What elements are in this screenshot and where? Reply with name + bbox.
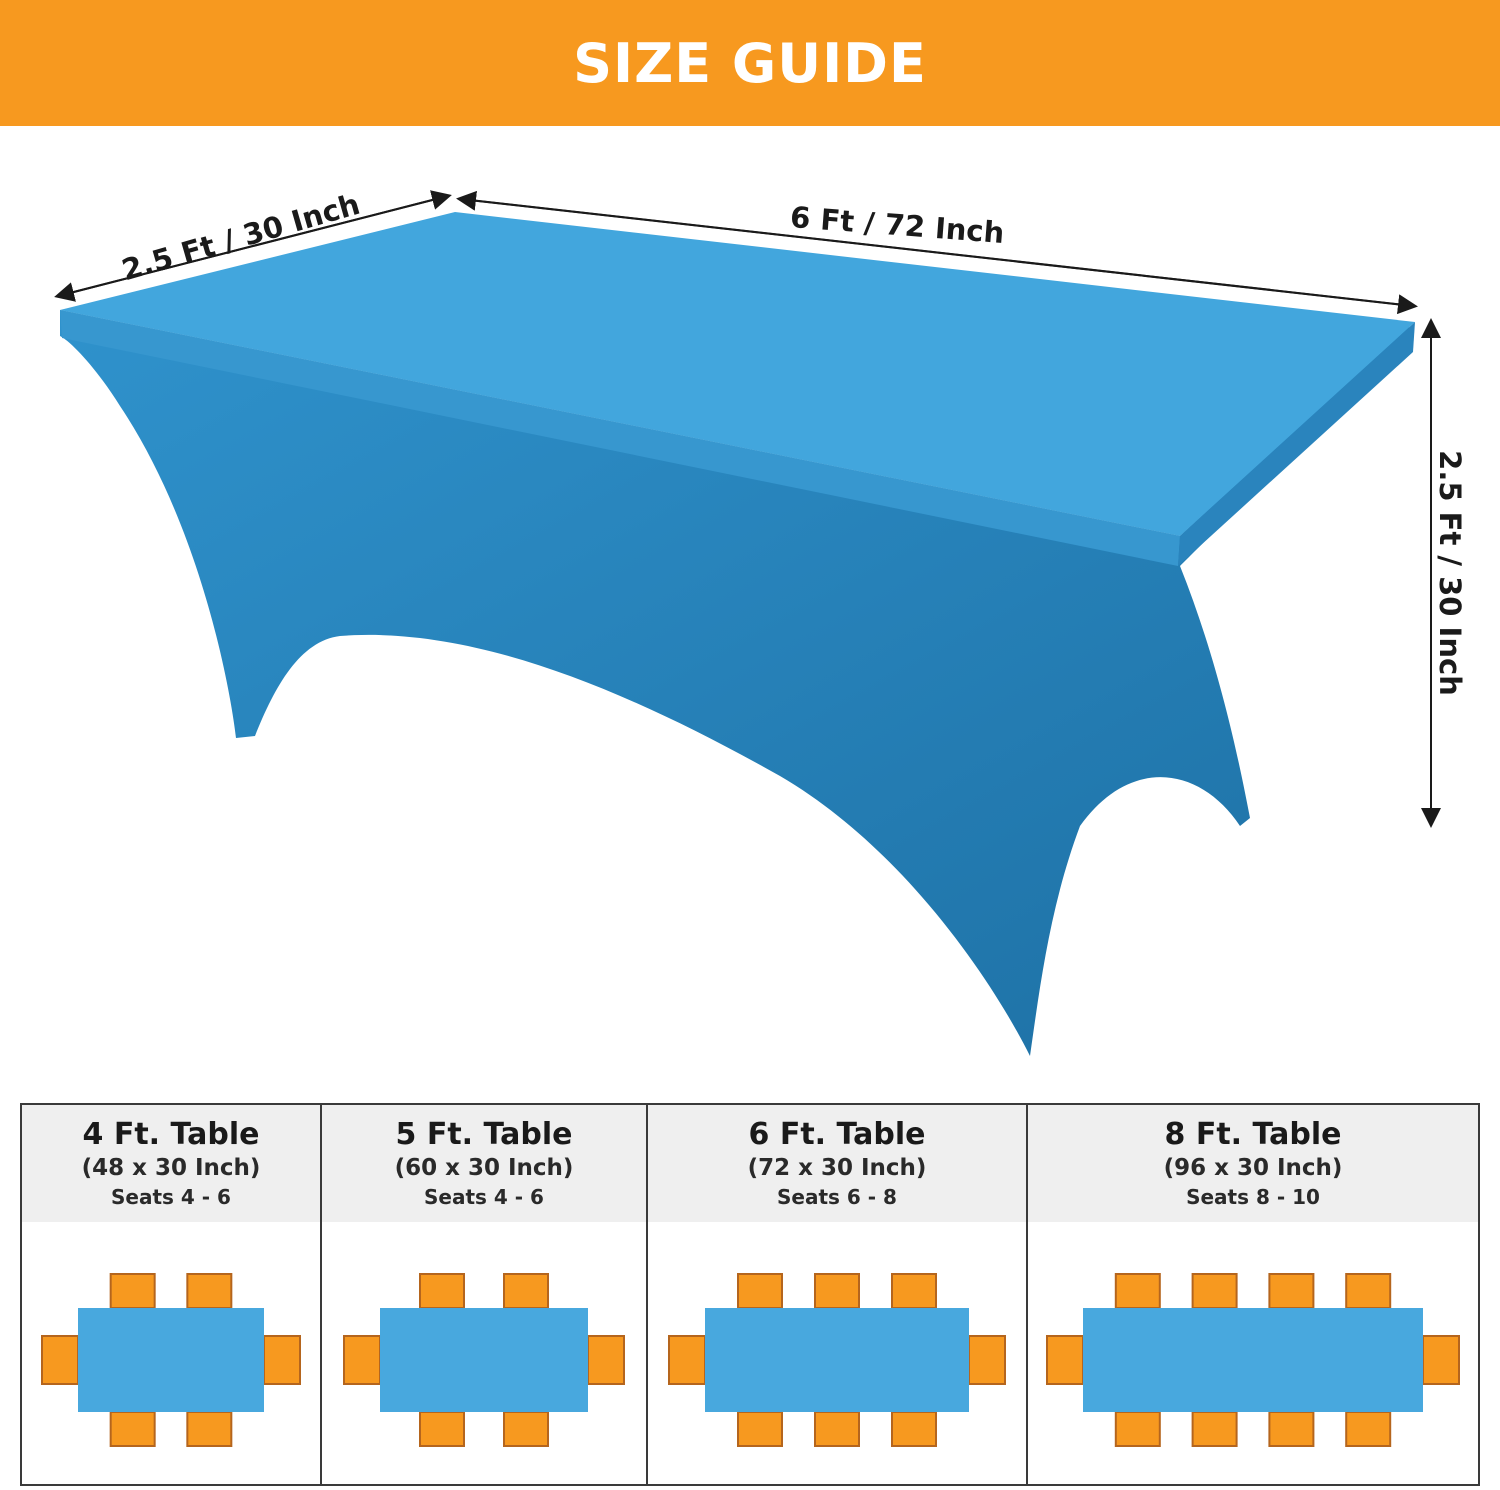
chair-top xyxy=(814,1273,860,1309)
chair-bottom xyxy=(891,1411,937,1447)
chair-top xyxy=(186,1273,233,1309)
chair-top xyxy=(109,1273,156,1309)
chair-right xyxy=(1422,1335,1460,1385)
tablecloth-edge-side xyxy=(1178,322,1415,566)
table-top xyxy=(705,1308,969,1412)
size-cell: 4 Ft. Table (48 x 30 Inch) Seats 4 - 6 xyxy=(22,1105,322,1484)
size-seats: Seats 4 - 6 xyxy=(424,1184,544,1209)
size-cell-header: 6 Ft. Table (72 x 30 Inch) Seats 6 - 8 xyxy=(648,1105,1026,1222)
chair-top xyxy=(737,1273,783,1309)
seating-diagram-svg xyxy=(1046,1273,1460,1447)
table-top xyxy=(78,1308,264,1412)
tablecloth-top xyxy=(60,212,1415,536)
chair-bottom xyxy=(109,1411,156,1447)
table-top xyxy=(1083,1308,1423,1412)
chair-left xyxy=(41,1335,79,1385)
chair-bottom xyxy=(419,1411,465,1447)
size-seats: Seats 8 - 10 xyxy=(1186,1184,1320,1209)
size-cell: 6 Ft. Table (72 x 30 Inch) Seats 6 - 8 xyxy=(648,1105,1028,1484)
chair-bottom xyxy=(186,1411,233,1447)
seating-diagram xyxy=(322,1222,646,1484)
chair-right xyxy=(968,1335,1006,1385)
size-cell-header: 8 Ft. Table (96 x 30 Inch) Seats 8 - 10 xyxy=(1028,1105,1478,1222)
chair-bottom xyxy=(1191,1411,1238,1447)
seating-diagram xyxy=(1028,1222,1478,1484)
size-dims: (60 x 30 Inch) xyxy=(394,1154,574,1181)
chair-top xyxy=(1268,1273,1315,1309)
chair-top xyxy=(1345,1273,1392,1309)
seating-diagram xyxy=(22,1222,320,1484)
chair-top xyxy=(1114,1273,1161,1309)
table-illustration: 2.5 Ft / 30 Inch 6 Ft / 72 Inch 2.5 Ft /… xyxy=(0,126,1500,1086)
chair-top xyxy=(503,1273,549,1309)
chair-left xyxy=(343,1335,381,1385)
size-seats: Seats 4 - 6 xyxy=(111,1184,231,1209)
seating-diagram-svg xyxy=(343,1273,625,1447)
chair-bottom xyxy=(503,1411,549,1447)
size-title: 6 Ft. Table xyxy=(748,1116,926,1152)
size-dims: (96 x 30 Inch) xyxy=(1163,1154,1343,1181)
length-arrow-start xyxy=(456,190,1405,306)
chair-bottom xyxy=(1268,1411,1315,1447)
tablecloth-edge-front xyxy=(60,310,1180,566)
size-cell: 8 Ft. Table (96 x 30 Inch) Seats 8 - 10 xyxy=(1028,1105,1478,1484)
tablecloth-illustration xyxy=(54,190,1441,1056)
chair-top xyxy=(419,1273,465,1309)
chair-left xyxy=(1046,1335,1084,1385)
size-comparison-table: 4 Ft. Table (48 x 30 Inch) Seats 4 - 6 5… xyxy=(20,1103,1480,1486)
table-top xyxy=(380,1308,588,1412)
size-title: 4 Ft. Table xyxy=(82,1116,260,1152)
banner-title: SIZE GUIDE xyxy=(573,31,927,95)
chair-bottom xyxy=(814,1411,860,1447)
chair-top xyxy=(891,1273,937,1309)
tablecloth-skirt xyxy=(60,310,1410,1056)
height-label: 2.5 Ft / 30 Inch xyxy=(1433,450,1467,696)
chair-left xyxy=(668,1335,706,1385)
seating-diagram xyxy=(648,1222,1026,1484)
size-dims: (48 x 30 Inch) xyxy=(81,1154,261,1181)
size-title: 8 Ft. Table xyxy=(1164,1116,1342,1152)
width-arrow-start xyxy=(69,190,452,294)
size-guide-banner: SIZE GUIDE xyxy=(0,0,1500,126)
size-seats: Seats 6 - 8 xyxy=(777,1184,897,1209)
chair-bottom xyxy=(1345,1411,1392,1447)
size-cell-header: 4 Ft. Table (48 x 30 Inch) Seats 4 - 6 xyxy=(22,1105,320,1222)
size-cell: 5 Ft. Table (60 x 30 Inch) Seats 4 - 6 xyxy=(322,1105,648,1484)
chair-bottom xyxy=(1114,1411,1161,1447)
chair-right xyxy=(263,1335,301,1385)
size-title: 5 Ft. Table xyxy=(395,1116,573,1152)
chair-top xyxy=(1191,1273,1238,1309)
size-dims: (72 x 30 Inch) xyxy=(747,1154,927,1181)
chair-bottom xyxy=(737,1411,783,1447)
seating-diagram-svg xyxy=(41,1273,301,1447)
size-cell-header: 5 Ft. Table (60 x 30 Inch) Seats 4 - 6 xyxy=(322,1105,646,1222)
chair-right xyxy=(587,1335,625,1385)
seating-diagram-svg xyxy=(668,1273,1006,1447)
